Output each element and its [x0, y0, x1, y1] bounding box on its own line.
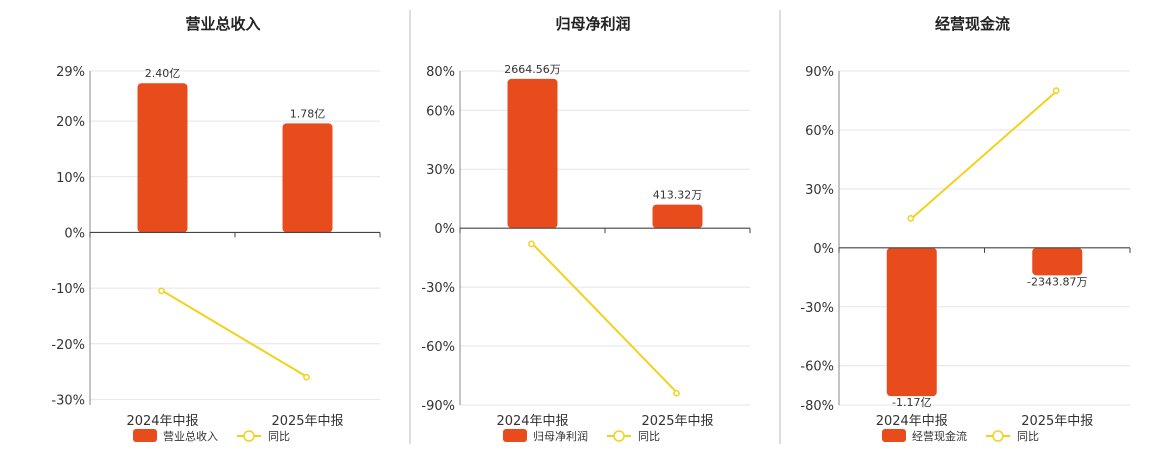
y-tick-label: -30%: [51, 393, 85, 408]
chart-title: 营业总收入: [185, 15, 260, 33]
x-category-label: 2025年中报: [1021, 414, 1093, 429]
y-tick-label: 90%: [805, 65, 834, 80]
y-tick-label: -10%: [51, 282, 85, 297]
y-tick-label: 10%: [56, 171, 85, 186]
legend-bar-label: 归母净利润: [533, 429, 588, 443]
y-tick-label: -80%: [800, 399, 834, 414]
bar-data-label: 2664.56万: [504, 63, 561, 76]
legend-bar-swatch: [133, 429, 157, 442]
legend-bar-swatch: [882, 429, 906, 442]
bar-data-label: -1.17亿: [892, 396, 931, 409]
legend-bar-label: 经营现金流: [912, 429, 967, 443]
bar-data-label: 413.32万: [653, 189, 703, 202]
yoy-point: [303, 373, 310, 381]
y-tick-label: 0%: [64, 226, 85, 241]
yoy-line: [911, 89, 1058, 220]
x-category-label: 2025年中报: [271, 414, 343, 429]
bar: [137, 83, 188, 233]
bar: [1032, 247, 1083, 276]
y-tick-label: -30%: [800, 301, 834, 316]
chart-title: 经营现金流: [935, 15, 1010, 33]
y-tick-label: 30%: [426, 163, 455, 178]
legend-bar-label: 营业总收入: [163, 429, 218, 443]
y-tick-label: -30%: [421, 281, 455, 296]
yoy-point: [158, 287, 165, 295]
x-category-label: 2024年中报: [126, 414, 198, 429]
bar: [507, 78, 558, 229]
y-tick-label: -60%: [421, 340, 455, 355]
bar-data-label: -2343.87万: [1027, 275, 1087, 288]
legend-line-label: 同比: [1017, 430, 1039, 443]
y-tick-label: 30%: [805, 183, 834, 198]
yoy-point: [907, 215, 915, 222]
y-tick-label: 60%: [426, 104, 455, 119]
bar: [652, 204, 703, 229]
yoy-point: [1052, 87, 1060, 94]
y-tick-label: -90%: [421, 399, 455, 414]
bar: [886, 247, 937, 397]
legend-bar-swatch: [503, 429, 527, 442]
y-tick-label: 80%: [426, 65, 455, 80]
x-category-label: 2024年中报: [876, 414, 948, 429]
y-tick-label: 60%: [805, 124, 834, 139]
y-tick-label: -20%: [51, 338, 85, 353]
y-tick-label: 0%: [434, 222, 455, 237]
y-tick-label: 29%: [56, 65, 85, 80]
y-tick-label: 0%: [813, 242, 834, 257]
legend-line-marker: [243, 430, 255, 442]
y-tick-label: -60%: [800, 360, 834, 375]
x-category-label: 2024年中报: [496, 414, 568, 429]
bar-data-label: 1.78亿: [290, 107, 326, 120]
yoy-point: [673, 389, 680, 397]
bar-data-label: 2.40亿: [145, 67, 181, 80]
y-tick-label: 20%: [56, 115, 85, 130]
legend-line-label: 同比: [268, 430, 290, 443]
x-category-label: 2025年中报: [641, 414, 713, 429]
legend-line-marker: [613, 430, 625, 442]
bar: [282, 123, 333, 233]
legend-line-marker: [992, 430, 1004, 442]
legend-line-label: 同比: [638, 430, 660, 443]
yoy-point: [528, 240, 535, 248]
chart-title: 归母净利润: [555, 15, 630, 33]
yoy-line: [531, 243, 679, 394]
yoy-line: [161, 290, 309, 379]
